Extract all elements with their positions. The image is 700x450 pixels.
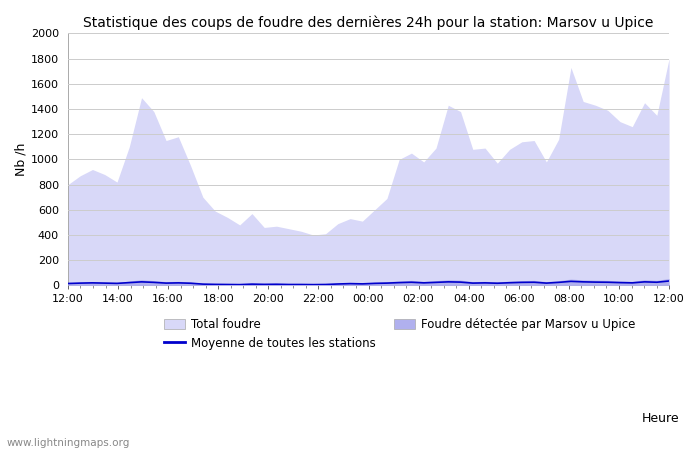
Text: Heure: Heure xyxy=(641,412,679,425)
Text: www.lightningmaps.org: www.lightningmaps.org xyxy=(7,438,130,448)
Y-axis label: Nb /h: Nb /h xyxy=(15,143,28,176)
Legend: Total foudre, Moyenne de toutes les stations, Foudre détectée par Marsov u Upice: Total foudre, Moyenne de toutes les stat… xyxy=(164,318,635,350)
Title: Statistique des coups de foudre des dernières 24h pour la station: Marsov u Upic: Statistique des coups de foudre des dern… xyxy=(83,15,654,30)
